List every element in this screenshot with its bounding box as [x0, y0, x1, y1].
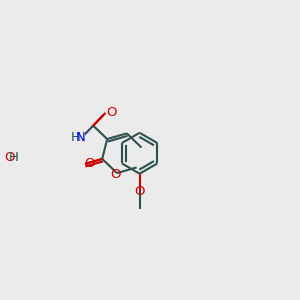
Text: N: N: [76, 131, 85, 144]
Text: H: H: [9, 151, 19, 164]
Text: O: O: [110, 168, 121, 181]
Text: O: O: [5, 151, 15, 164]
Text: O: O: [106, 106, 117, 119]
Text: O: O: [84, 158, 94, 170]
Text: H: H: [71, 131, 81, 144]
Text: O: O: [134, 185, 145, 198]
